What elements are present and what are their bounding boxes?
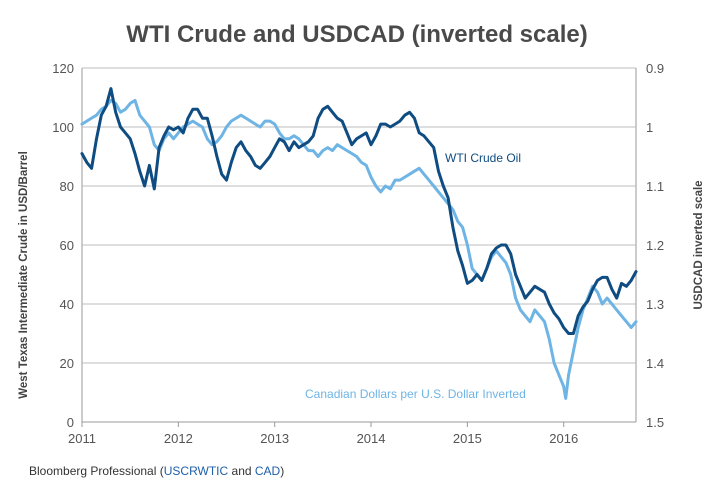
- left-tick-label: 40: [60, 297, 74, 312]
- left-tick-label: 80: [60, 179, 74, 194]
- series-line-cad: [80, 98, 638, 400]
- y-axis-left-label: West Texas Intermediate Crude in USD/Bar…: [18, 151, 30, 399]
- series-line-wti: [80, 87, 638, 335]
- left-tick-label: 20: [60, 356, 74, 371]
- right-tick-label: 0.9: [646, 61, 664, 76]
- right-tick-label: 1.5: [646, 415, 664, 430]
- left-tick-label: 120: [52, 61, 74, 76]
- x-tick-label: 2014: [357, 431, 386, 446]
- source-ticker-cad: CAD: [254, 464, 281, 478]
- source-middle: and: [228, 464, 255, 478]
- right-tick-label: 1.3: [646, 297, 664, 312]
- left-tick-label: 100: [52, 120, 74, 135]
- series-label-wti: WTI Crude Oil: [445, 151, 521, 165]
- x-axis-ticks: 2011 2012 2013 2014 2015 2016: [68, 422, 578, 446]
- right-tick-label: 1: [646, 120, 653, 135]
- source-ticker-wti: USCRWTIC: [163, 464, 229, 478]
- grid-lines: [81, 67, 637, 423]
- series-group: [80, 87, 638, 400]
- series-label-cad: Canadian Dollars per U.S. Dollar Inverte…: [305, 387, 526, 401]
- x-tick-label: 2013: [260, 431, 289, 446]
- source-suffix: ): [280, 464, 285, 478]
- x-tick-label: 2015: [453, 431, 482, 446]
- left-tick-label: 0: [67, 415, 74, 430]
- x-tick-label: 2011: [68, 431, 96, 446]
- x-tick-label: 2016: [549, 431, 578, 446]
- left-axis-ticks: 0 20 40 60 80 100 120: [52, 61, 74, 430]
- source-prefix: Bloomberg Professional (: [29, 464, 164, 478]
- x-tick-label: 2012: [164, 431, 193, 446]
- right-tick-label: 1.4: [646, 356, 664, 371]
- source-note: Bloomberg Professional (USCRWTIC and CAD…: [29, 464, 284, 478]
- right-tick-label: 1.1: [646, 179, 664, 194]
- right-axis-ticks: 1.5 1.4 1.3 1.2 1.1 1 0.9: [646, 61, 664, 430]
- right-tick-label: 1.2: [646, 238, 664, 253]
- chart-title: WTI Crude and USDCAD (inverted scale): [126, 21, 587, 48]
- left-tick-label: 60: [60, 238, 74, 253]
- y-axis-right-label: USDCAD inverted scale: [693, 180, 705, 309]
